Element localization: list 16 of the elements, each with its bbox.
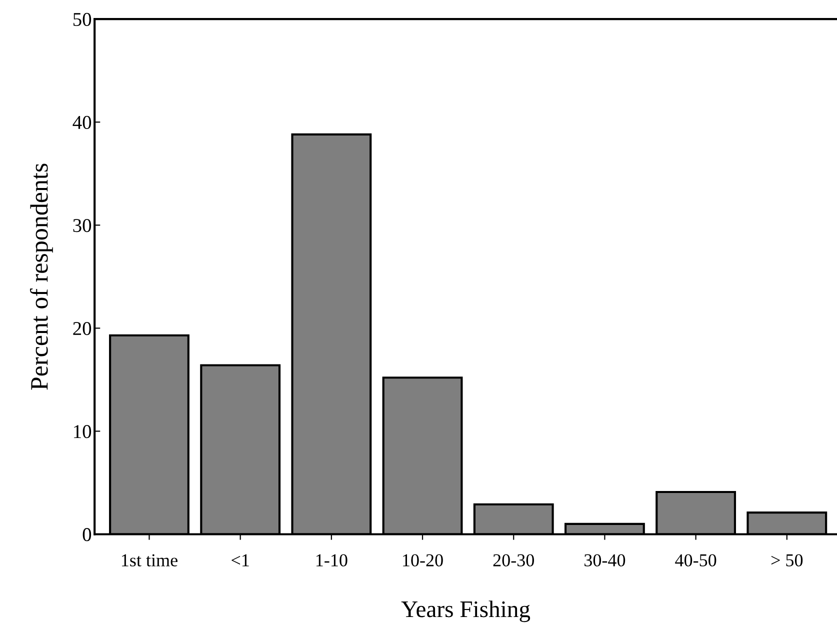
y-tick-label: 10 [74,425,92,438]
y-axis-title: Percent of respondents [30,164,53,390]
x-axis-title: Years Fishing [401,600,530,622]
y-tick-label: 40 [72,116,92,130]
x-tick-label: 30-40 [584,554,626,566]
y-tick-label: 0 [82,528,92,542]
x-tick-label: <1 [232,554,249,566]
y-tick-label: 20 [73,322,92,336]
x-tick-label: 1-10 [316,554,348,566]
x-tick-label: 40-50 [675,554,716,566]
x-tick-label: 20-30 [493,554,534,566]
y-tick-label: 50 [73,12,92,26]
x-tick-label: 1st time [122,554,178,566]
y-tick-label: 30 [73,218,92,232]
x-tick-label: > 50 [771,554,803,566]
x-tick-label: 10-20 [403,554,443,566]
